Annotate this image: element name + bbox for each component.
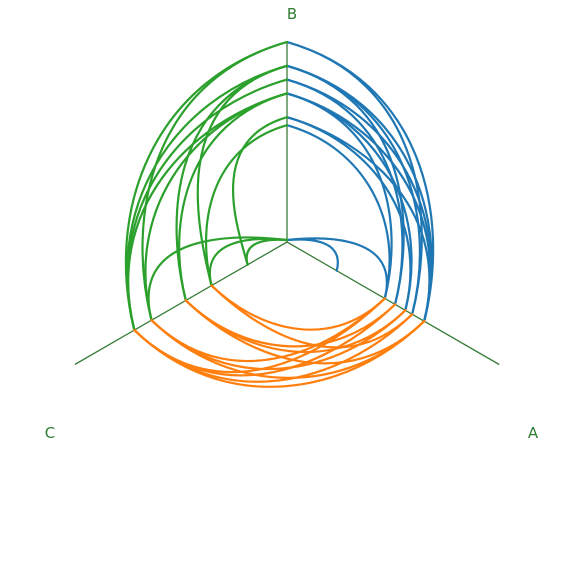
- edge-b-c-27: [143, 42, 287, 320]
- axis-label-b: B: [287, 5, 297, 23]
- axis-label-c: C: [45, 424, 55, 442]
- edge-b-c-24: [127, 66, 287, 330]
- edge-b-c-15: [247, 240, 287, 265]
- edges-layer: [126, 42, 433, 387]
- axis-line-c: [75, 242, 287, 365]
- edge-a-b-5: [287, 66, 404, 305]
- axis-label-a: A: [528, 424, 539, 442]
- edge-b-c-16: [210, 239, 287, 286]
- edge-c-a-38: [152, 298, 385, 361]
- labels-layer: A B C: [45, 5, 539, 442]
- edge-b-c-17: [149, 237, 287, 320]
- edge-a-b-0: [287, 239, 338, 270]
